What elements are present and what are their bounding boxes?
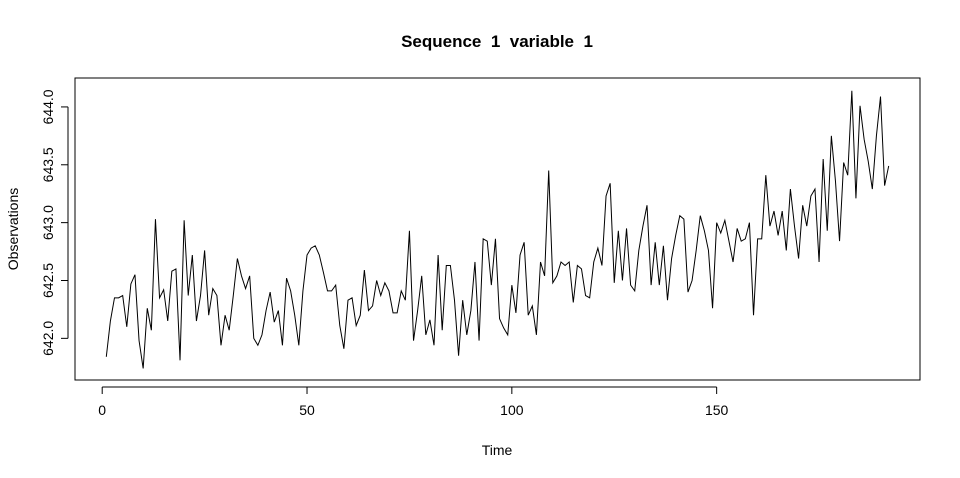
y-tick-label: 643.5 (40, 147, 56, 182)
y-tick-label: 642.0 (40, 321, 56, 356)
x-tick-label: 150 (705, 402, 729, 418)
y-tick-label: 642.5 (40, 263, 56, 298)
y-tick-label: 643.0 (40, 205, 56, 240)
data-line (105, 90, 890, 369)
y-axis-label: Observations (5, 188, 21, 270)
y-tick-label: 644.0 (40, 89, 56, 124)
x-tick-label: 100 (500, 402, 524, 418)
plot-box (74, 77, 921, 381)
x-tick-label: 0 (98, 402, 106, 418)
chart-title: Sequence 1 variable 1 (401, 32, 593, 51)
x-axis-label: Time (482, 442, 513, 458)
x-tick-label: 50 (299, 402, 315, 418)
